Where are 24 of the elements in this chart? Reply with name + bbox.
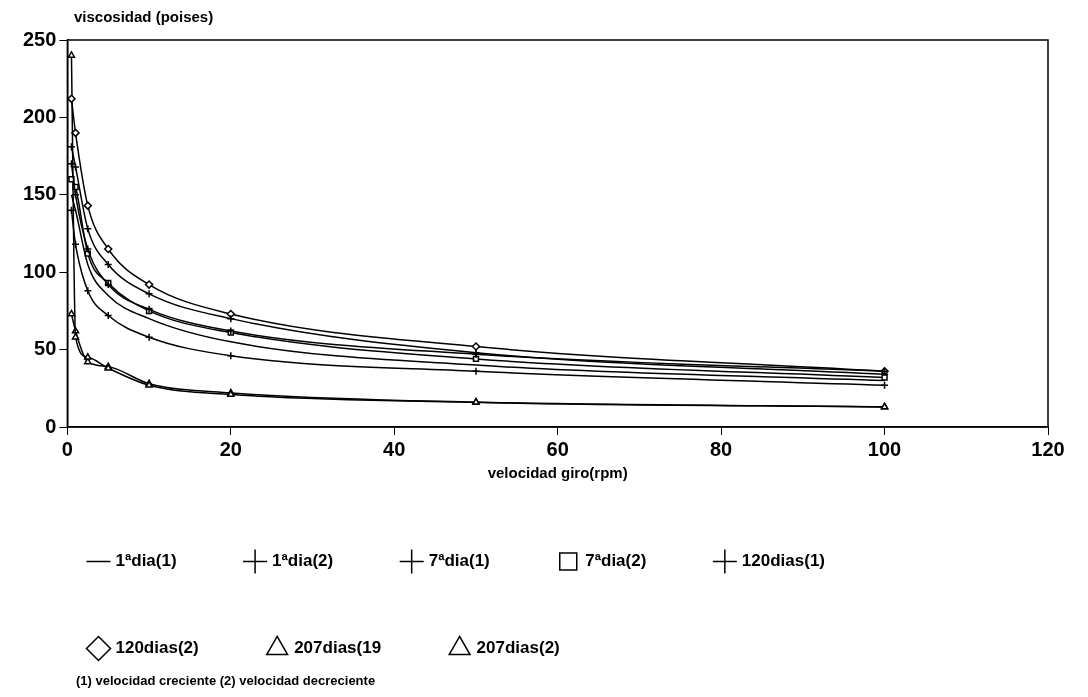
y-tick-label: 50 bbox=[34, 337, 57, 360]
x-tick-label: 80 bbox=[710, 437, 733, 460]
y-tick-label: 150 bbox=[22, 182, 57, 205]
x-tick-label: 100 bbox=[867, 437, 902, 460]
legend-label: 207dias(2) bbox=[476, 638, 560, 658]
text: (1) velocidad creciente (2) velocidad decreciente bbox=[76, 673, 376, 688]
legend-label: 7ªdia(1) bbox=[428, 551, 490, 571]
y-tick-label: 200 bbox=[22, 104, 57, 127]
x-tick-label: 40 bbox=[383, 437, 406, 460]
x-tick-label: 20 bbox=[219, 437, 242, 460]
y-axis-title: viscosidad (poises) bbox=[74, 8, 214, 25]
legend-label: 7ªdia(2) bbox=[585, 551, 647, 571]
legend-label: 120dias(1) bbox=[741, 551, 826, 571]
y-tick-label: 100 bbox=[22, 259, 57, 282]
y-tick-label: 250 bbox=[22, 27, 57, 50]
legend-label: 207dias(19 bbox=[294, 638, 382, 658]
legend-label: 1ªdia(1) bbox=[115, 551, 177, 571]
x-tick-label: 120 bbox=[1031, 437, 1065, 460]
y-tick-label: 0 bbox=[45, 414, 57, 437]
x-axis-title: velocidad giro(rpm) bbox=[487, 464, 628, 482]
legend-label: 1ªdia(2) bbox=[272, 551, 334, 571]
x-tick-label: 60 bbox=[546, 437, 569, 460]
legend-label: 120dias(2) bbox=[115, 638, 199, 658]
x-tick-label: 0 bbox=[61, 437, 73, 460]
